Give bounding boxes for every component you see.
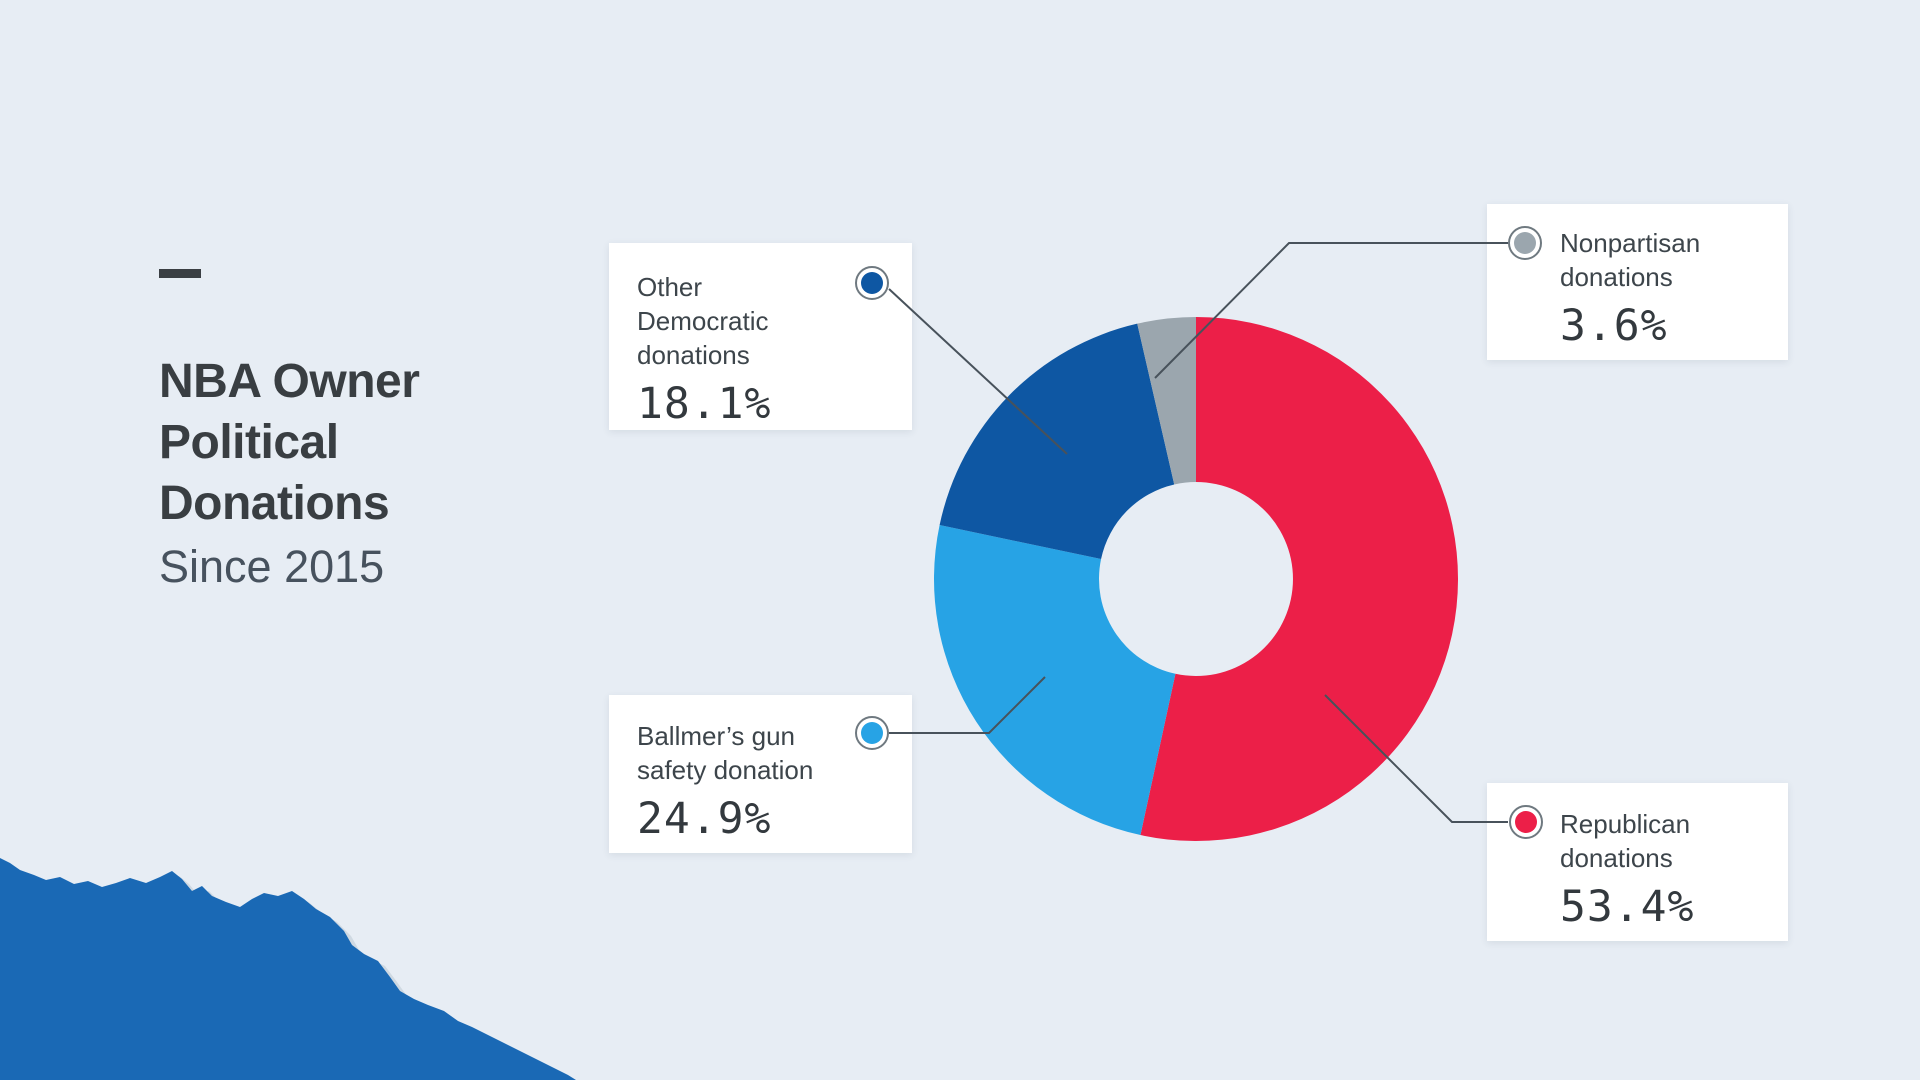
page-title-line-1: NBA Owner (159, 355, 420, 408)
callout-label: Ballmer’s gun safety donation (637, 721, 814, 785)
callout-value: 3.6% (1560, 301, 1668, 351)
callout-label: Republican donations (1560, 809, 1691, 873)
callout-nonpartisan-donations: Nonpartisan donations 3.6% (1487, 204, 1788, 360)
marker-dot-dark-blue (861, 272, 883, 294)
donut-chart (933, 317, 1459, 841)
callout-value: 24.9% (637, 794, 772, 844)
torn-paper-decoration (0, 858, 576, 1080)
marker-dot-gray (1514, 232, 1536, 254)
page-title-line-2: Political (159, 416, 339, 469)
marker-dot-red (1515, 811, 1537, 833)
page-title: NBA Owner Political Donations (159, 351, 519, 534)
callout-label: Nonpartisan donations (1560, 228, 1701, 292)
marker-ballmers-gun-safety-donation (855, 716, 889, 750)
title-overline-dash (159, 269, 201, 278)
pie-slice-other-democratic-donations (939, 323, 1175, 560)
page-subtitle: Since 2015 (159, 541, 385, 592)
pie-slice-ballmer-s-gun-safety-donation (933, 525, 1176, 836)
callout-value: 53.4% (1560, 882, 1695, 932)
marker-other-democratic-donations (855, 266, 889, 300)
marker-nonpartisan-donations (1508, 226, 1542, 260)
marker-republican-donations (1509, 805, 1543, 839)
torn-paper (0, 858, 576, 1080)
marker-dot-light-blue (861, 722, 883, 744)
page-title-line-3: Donations (159, 477, 390, 530)
callout-label: Other Democratic donations (637, 272, 769, 370)
callout-value: 18.1% (637, 379, 772, 429)
title-block: NBA Owner Political Donations Since 2015 (159, 269, 519, 595)
